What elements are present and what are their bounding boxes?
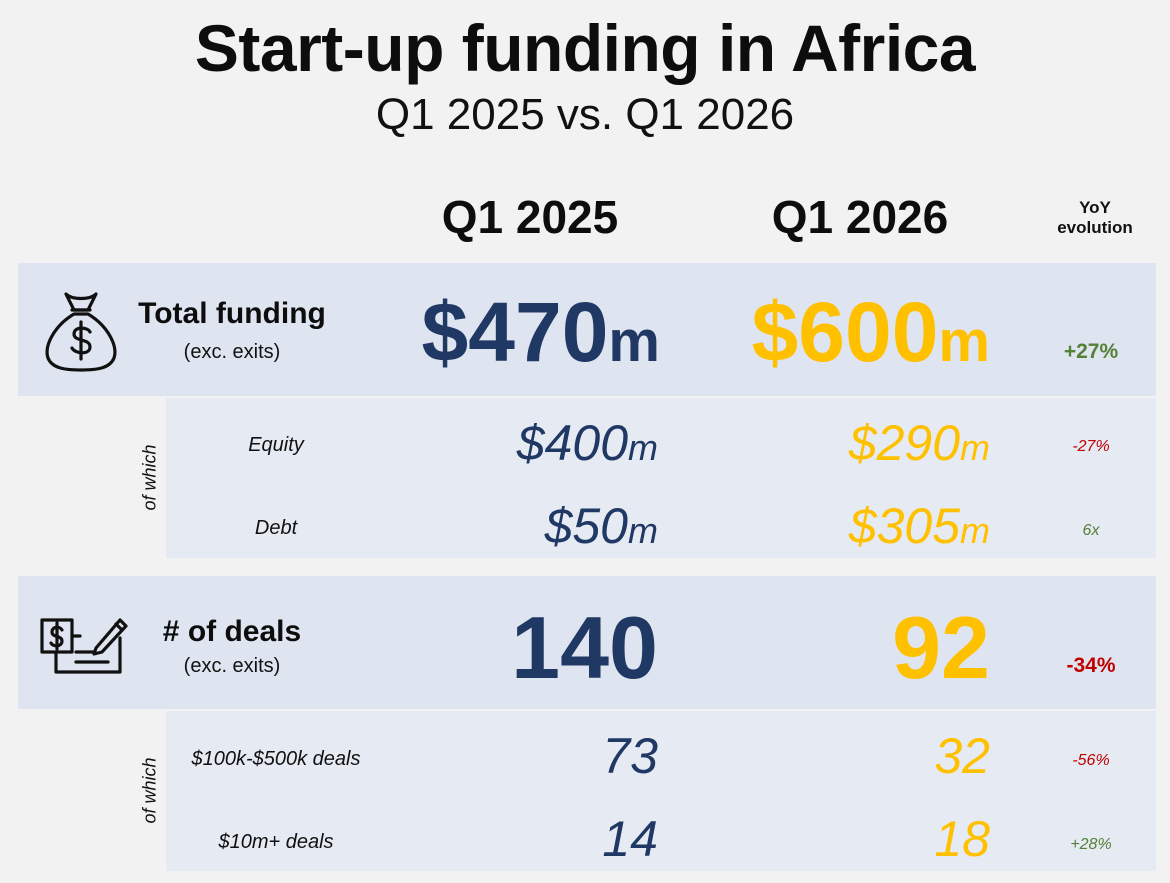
column-header-q1-2026: Q1 2026 bbox=[771, 191, 949, 243]
equity-label: Equity bbox=[248, 434, 304, 456]
small-deals-q1-2025-value: 73 bbox=[602, 728, 658, 784]
funding-label: Total funding bbox=[138, 297, 326, 330]
equity-yoy: -27% bbox=[1072, 438, 1110, 455]
money-bag-icon bbox=[36, 286, 126, 376]
large-deals-label: $10m+ deals bbox=[218, 831, 334, 853]
debt-q1-2026-value: $305m bbox=[690, 501, 990, 551]
page-subtitle: Q1 2025 vs. Q1 2026 bbox=[375, 90, 795, 139]
funding-breakdown-band bbox=[166, 398, 1156, 558]
cheque-signing-icon bbox=[36, 602, 128, 684]
deals-q1-2026-value: 92 bbox=[892, 598, 990, 697]
equity-q1-2025-unit: m bbox=[628, 427, 658, 468]
deals-band bbox=[18, 576, 1156, 709]
equity-q1-2026-amount: $290 bbox=[848, 415, 960, 471]
small-deals-yoy: -56% bbox=[1072, 752, 1110, 769]
equity-q1-2026-value: $290m bbox=[690, 418, 990, 468]
page-title: Start-up funding in Africa bbox=[194, 11, 976, 85]
deals-yoy: -34% bbox=[1066, 654, 1116, 677]
funding-q1-2025-unit: m bbox=[608, 309, 660, 374]
debt-label: Debt bbox=[254, 517, 298, 539]
equity-q1-2026-unit: m bbox=[960, 427, 990, 468]
debt-q1-2026-unit: m bbox=[960, 510, 990, 551]
column-header-yoy: YoY evolution bbox=[1040, 198, 1150, 238]
deals-of-which-label: of which bbox=[139, 757, 160, 824]
funding-q1-2025-amount: $470 bbox=[421, 285, 609, 379]
funding-sublabel: (exc. exits) bbox=[183, 341, 281, 363]
funding-q1-2026-value: $600m bbox=[690, 290, 990, 374]
large-deals-q1-2026-value: 18 bbox=[934, 811, 990, 867]
yoy-header-line2: evolution bbox=[1057, 218, 1133, 237]
funding-of-which-label: of which bbox=[139, 444, 160, 511]
funding-q1-2026-unit: m bbox=[938, 309, 990, 374]
funding-q1-2026-amount: $600 bbox=[751, 285, 939, 379]
deals-label: # of deals bbox=[162, 615, 302, 648]
deals-sublabel: (exc. exits) bbox=[183, 655, 281, 677]
debt-yoy: 6x bbox=[1082, 522, 1100, 539]
yoy-header-line1: YoY bbox=[1079, 198, 1111, 217]
deals-q1-2025-value: 140 bbox=[511, 598, 658, 697]
deals-breakdown-band bbox=[166, 711, 1156, 871]
funding-yoy: +27% bbox=[1063, 340, 1119, 363]
funding-q1-2025-value: $470m bbox=[360, 290, 660, 374]
debt-q1-2025-amount: $50 bbox=[544, 498, 628, 554]
debt-q1-2025-unit: m bbox=[628, 510, 658, 551]
debt-q1-2026-amount: $305 bbox=[848, 498, 960, 554]
equity-q1-2025-amount: $400 bbox=[516, 415, 628, 471]
large-deals-yoy: +28% bbox=[1070, 836, 1112, 853]
equity-q1-2025-value: $400m bbox=[358, 418, 658, 468]
small-deals-label: $100k-$500k deals bbox=[191, 748, 361, 770]
column-header-q1-2025: Q1 2025 bbox=[441, 191, 619, 243]
large-deals-q1-2025-value: 14 bbox=[602, 811, 658, 867]
funding-band bbox=[18, 263, 1156, 396]
small-deals-q1-2026-value: 32 bbox=[934, 728, 990, 784]
debt-q1-2025-value: $50m bbox=[358, 501, 658, 551]
